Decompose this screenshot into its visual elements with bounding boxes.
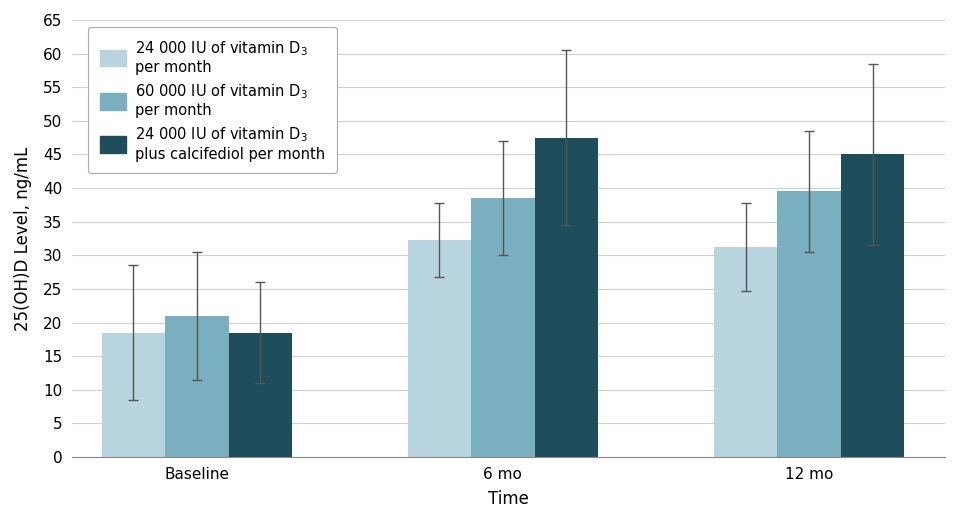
Bar xyxy=(102,333,165,457)
Bar xyxy=(471,198,535,457)
Bar xyxy=(408,241,471,457)
Bar xyxy=(778,192,841,457)
Bar xyxy=(713,247,778,457)
Bar xyxy=(228,333,292,457)
Bar xyxy=(165,316,228,457)
Bar xyxy=(535,138,598,457)
Legend: 24 000 IU of vitamin D$_3$
per month, 60 000 IU of vitamin D$_3$
per month, 24 0: 24 000 IU of vitamin D$_3$ per month, 60… xyxy=(88,27,337,173)
Y-axis label: 25(OH)D Level, ng/mL: 25(OH)D Level, ng/mL xyxy=(13,146,32,330)
X-axis label: Time: Time xyxy=(488,490,529,508)
Bar xyxy=(841,155,904,457)
